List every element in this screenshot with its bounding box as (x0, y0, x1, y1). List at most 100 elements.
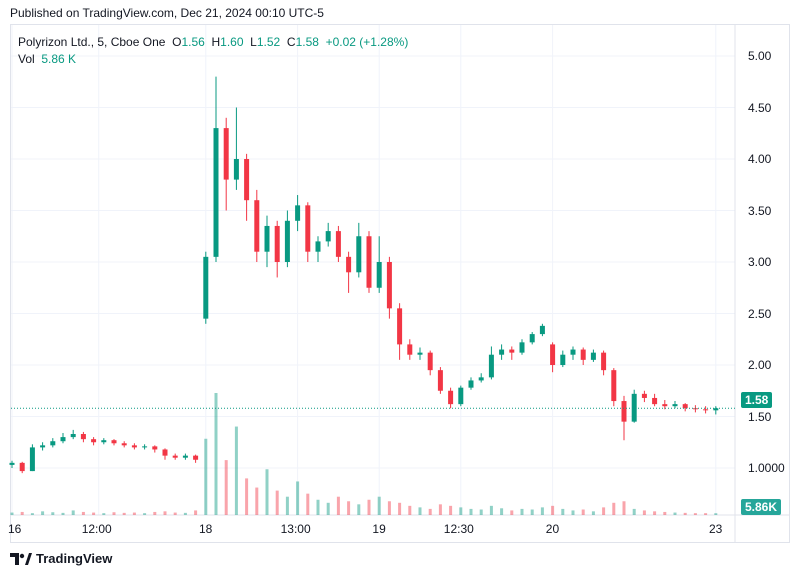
candle-body (611, 370, 617, 402)
published-caption: Published on TradingView.com, Dec 21, 20… (10, 6, 324, 20)
candle-body (213, 128, 219, 257)
last-price-tag: 1.58 (741, 392, 773, 409)
price-tick-label: 4.00 (748, 152, 772, 166)
candle-body (315, 241, 321, 252)
candle-body (80, 434, 86, 440)
candle-body (570, 349, 576, 355)
candle-body (427, 352, 433, 371)
volume-bar (30, 513, 34, 515)
candle-body (713, 408, 719, 411)
price-tick-label: 4.50 (748, 100, 772, 115)
volume-bar (92, 512, 96, 515)
time-tick-label: 23 (709, 522, 723, 536)
candle-body (703, 409, 709, 411)
volume-bar (41, 511, 45, 515)
candle-body (366, 236, 372, 288)
volume-bar (479, 509, 483, 515)
candle-body (223, 128, 229, 180)
candle-body (233, 159, 239, 180)
volume-bar (61, 512, 65, 515)
volume-bar (194, 510, 198, 515)
volume-bar (163, 511, 167, 515)
volume-bar (642, 510, 646, 515)
volume-bar (663, 511, 667, 515)
volume-bar (296, 481, 300, 515)
volume-bar (285, 496, 289, 515)
volume-bar (530, 509, 534, 515)
volume-bar (408, 505, 412, 515)
volume-bar (367, 499, 371, 515)
candle-body (417, 352, 423, 355)
volume-bar (591, 511, 595, 515)
volume-bar (612, 502, 616, 515)
candle-body (19, 462, 25, 472)
volume-bar (336, 496, 340, 515)
time-tick-label: 12:00 (81, 522, 112, 536)
candle-body (407, 344, 413, 355)
time-tick-label: 12:30 (443, 522, 474, 536)
candle-body (142, 446, 148, 448)
volume-bar (81, 511, 85, 515)
candle-body (539, 325, 545, 335)
volume-bar (449, 505, 453, 515)
price-tick-label: 5.00 (748, 49, 772, 63)
candle-body (325, 231, 331, 242)
volume-bar (428, 508, 432, 515)
volume-bar (500, 508, 504, 515)
candle-body (193, 455, 199, 460)
volume-bar (173, 512, 177, 515)
volume-bar (357, 504, 361, 515)
candle-body (40, 445, 46, 448)
time-tick-label: 13:00 (280, 522, 311, 536)
change-value: +0.02 (+1.28%) (325, 35, 409, 49)
candle-body (172, 455, 178, 458)
volume-bar (561, 508, 565, 515)
candle-body (662, 404, 668, 407)
tradingview-footer[interactable]: TradingView (10, 551, 112, 566)
candle-body (305, 205, 311, 252)
time-tick-label: 20 (545, 522, 560, 536)
candle-body (509, 349, 515, 353)
open-value: 1.56 (181, 35, 205, 49)
candle-body (590, 352, 596, 360)
high-label: H (211, 35, 221, 49)
candle-body (448, 390, 454, 405)
time-tick-label: 16 (8, 522, 22, 536)
low-value: 1.52 (256, 35, 281, 49)
candle-body (274, 225, 280, 262)
close-value: 1.58 (295, 35, 319, 49)
candle-body (60, 437, 66, 442)
candle-body (386, 262, 392, 309)
volume-bar (214, 393, 218, 515)
volume-bar (551, 505, 555, 515)
volume-bar (653, 511, 657, 515)
candle-body (101, 440, 107, 443)
volume-bar (459, 507, 463, 515)
volume-bar (418, 507, 422, 515)
candle-body (458, 387, 464, 405)
candle-body (621, 401, 627, 422)
volume-label[interactable]: Vol (18, 52, 35, 66)
candle-body (560, 354, 566, 365)
volume-tag: 5.86K (741, 499, 782, 515)
volume-bar (316, 499, 320, 515)
volume-bar (602, 507, 606, 515)
volume-bar (438, 504, 442, 515)
candle-body (631, 393, 637, 422)
volume-bar (234, 426, 238, 515)
candle-body (244, 159, 250, 201)
candle-body (111, 440, 117, 444)
candle-body (397, 308, 403, 345)
volume-bar (204, 438, 208, 515)
symbol-name[interactable]: Polyrizon Ltd., 5, Cboe One (18, 35, 166, 49)
candle-body (478, 377, 484, 381)
tradingview-logo-icon (10, 552, 32, 565)
volume-value: 5.86 K (41, 52, 77, 66)
volume-bar (469, 508, 473, 515)
candle-body (284, 220, 290, 262)
candle-body (152, 446, 158, 450)
candle-body (91, 439, 97, 443)
candle-body (652, 397, 658, 405)
candle-body (529, 334, 535, 343)
